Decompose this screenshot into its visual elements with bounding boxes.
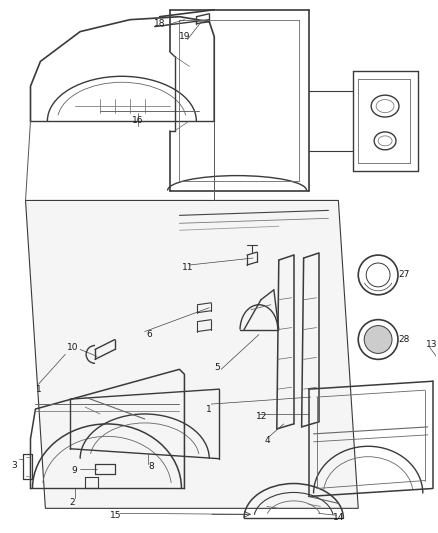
Text: 27: 27 [398, 270, 410, 279]
Text: 11: 11 [182, 263, 193, 272]
Text: 2: 2 [69, 498, 75, 507]
Text: 5: 5 [214, 363, 220, 372]
Text: 1: 1 [206, 405, 212, 414]
Text: 1: 1 [35, 385, 41, 394]
Text: 10: 10 [67, 343, 78, 352]
Text: 6: 6 [147, 330, 152, 339]
Text: 9: 9 [71, 466, 77, 475]
Text: 13: 13 [426, 340, 438, 349]
Text: 15: 15 [110, 511, 122, 520]
Polygon shape [25, 200, 358, 508]
Text: 18: 18 [154, 19, 166, 28]
Circle shape [364, 326, 392, 353]
Text: 16: 16 [132, 117, 144, 125]
Text: 19: 19 [179, 32, 190, 41]
Text: 14: 14 [333, 513, 344, 522]
Text: 3: 3 [12, 461, 18, 470]
Text: 12: 12 [256, 413, 268, 422]
Text: 28: 28 [398, 335, 410, 344]
Text: 4: 4 [264, 437, 270, 445]
Text: 8: 8 [149, 462, 155, 471]
